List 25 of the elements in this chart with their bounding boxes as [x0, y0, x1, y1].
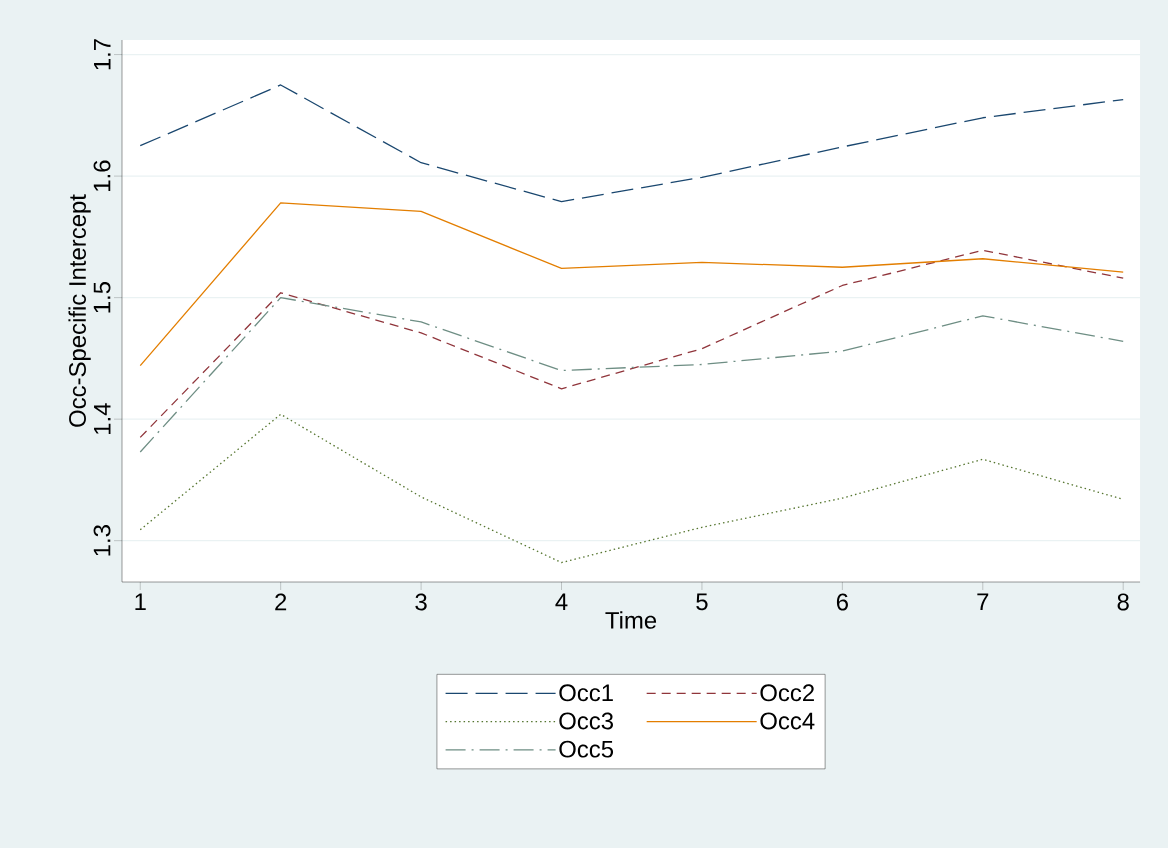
legend-label: Occ3: [559, 712, 613, 730]
line-series: [139, 413, 1124, 564]
line-series: [139, 249, 1124, 439]
x-axis-title: Time: [605, 611, 657, 629]
legend-label: Occ2: [760, 684, 814, 702]
x-tick-label: 7: [977, 593, 989, 610]
y-tick-label: 1.3: [93, 525, 111, 556]
y-tick-label: 1.5: [93, 282, 111, 313]
y-tick-label: 1.4: [94, 403, 111, 434]
line-series: [139, 202, 1124, 367]
x-tick-label: 3: [415, 593, 427, 611]
x-tick-label: 5: [696, 593, 708, 611]
line-series: [139, 84, 1124, 203]
y-tick-label: 1.6: [93, 160, 111, 191]
x-tick-label: 2: [275, 593, 287, 611]
line-series: [139, 296, 1124, 453]
legend-label: Occ4: [760, 712, 815, 730]
x-tick-label: 4: [555, 593, 568, 610]
x-tick-label: 6: [836, 593, 848, 611]
x-tick-label: 8: [1117, 593, 1129, 611]
legend-label: Occ1: [559, 684, 613, 702]
y-tick-label: 1.7: [94, 39, 111, 70]
x-tick-label: 1: [135, 593, 146, 610]
y-axis-title: Occ-Specific Intercept: [68, 194, 91, 427]
legend-label: Occ5: [559, 740, 614, 758]
